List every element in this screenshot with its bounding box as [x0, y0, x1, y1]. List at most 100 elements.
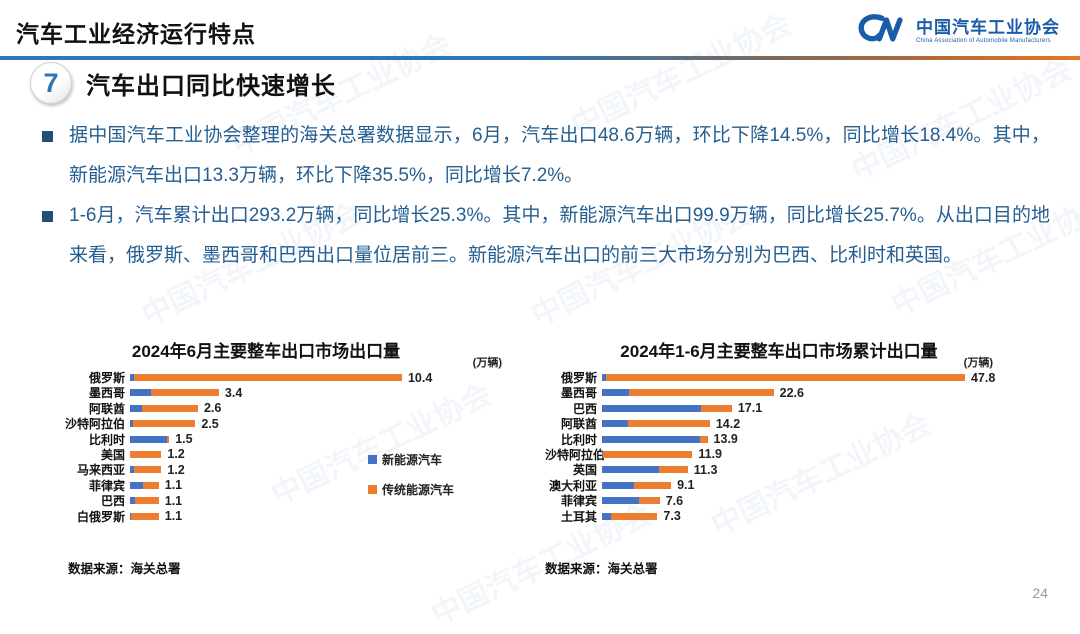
- bar-track: 1.1: [130, 478, 182, 492]
- bar-track: 7.3: [602, 509, 681, 523]
- bar-segment-nev: [130, 404, 142, 412]
- value-label: 11.3: [693, 462, 718, 477]
- category-label: 美国: [100, 447, 125, 462]
- value-label: 22.6: [779, 385, 804, 400]
- value-label: 2.5: [201, 416, 219, 431]
- bar-segment-nev: [602, 512, 612, 520]
- bar-track: 11.3: [602, 463, 717, 477]
- chart-row: 美国 1.2: [60, 447, 472, 462]
- chart-row: 土耳其 7.3: [545, 509, 1013, 524]
- bar-segment-nev: [602, 481, 634, 489]
- chart-row: 俄罗斯 10.4: [60, 371, 472, 386]
- category-label: 阿联酋: [88, 401, 125, 416]
- value-label: 47.8: [970, 370, 996, 385]
- bar-segment-nev: [602, 420, 628, 428]
- bar-track: 10.4: [130, 371, 432, 385]
- category-label: 比利时: [88, 432, 125, 447]
- value-label: 13.9: [713, 432, 738, 447]
- chart-row: 巴西 1.1: [60, 494, 472, 509]
- value-label: 14.2: [715, 416, 741, 431]
- value-label: 11.9: [698, 447, 722, 462]
- category-label: 白俄罗斯: [76, 509, 125, 524]
- value-label: 1.1: [164, 478, 183, 493]
- bar-segment-nev: [130, 389, 151, 397]
- chart-row: 比利时 13.9: [545, 432, 1013, 447]
- value-label: 1.2: [167, 447, 185, 462]
- chart-unit-label: (万辆): [963, 357, 993, 369]
- bar-segment-ice: [602, 450, 693, 458]
- chart-row: 沙特阿拉伯 2.5: [60, 417, 472, 432]
- bar-segment-ice: [141, 404, 198, 412]
- bar-segment-ice: [639, 497, 660, 505]
- nev-swatch-icon: [368, 455, 377, 464]
- chart-row: 俄罗斯 47.8: [545, 371, 1013, 386]
- bar-segment-ice: [135, 497, 159, 505]
- caam-logo-icon: [855, 12, 909, 51]
- header-divider: [0, 56, 1080, 60]
- category-label: 沙特阿拉伯: [545, 447, 606, 462]
- category-label: 俄罗斯: [560, 371, 597, 385]
- chart-row: 菲律宾 1.1: [60, 478, 472, 493]
- bar-segment-ice: [131, 512, 159, 520]
- slide-header: 汽车工业经济运行特点 中国汽车工业协会 China Association of…: [0, 0, 1080, 57]
- category-label: 英国: [572, 463, 597, 478]
- section-heading: 7 汽车出口同比快速增长: [30, 62, 336, 104]
- bar-track: 11.9: [602, 447, 722, 461]
- chart-june-exports: 2024年6月主要整车出口市场出口量 (万辆) 俄罗斯 10.4 墨西哥 3.4 阿联酋…: [60, 333, 502, 583]
- category-label: 巴西: [572, 401, 597, 416]
- category-label: 巴西: [100, 494, 125, 509]
- bar-segment-ice: [700, 404, 732, 412]
- bar-segment-nev: [130, 512, 132, 520]
- bar-segment-nev: [130, 481, 144, 489]
- bar-segment-ice: [628, 389, 774, 397]
- value-label: 1.1: [164, 509, 183, 524]
- chart-row: 马来西亚 1.2: [60, 463, 472, 478]
- bullet-square-icon: [42, 211, 53, 222]
- bullet-square-icon: [42, 131, 53, 142]
- section-number-badge: 7: [30, 62, 72, 104]
- logo-name-en: China Association of Automobile Manufact…: [916, 37, 1051, 44]
- chart-row: 澳大利亚 9.1: [545, 478, 1013, 493]
- bar-track: 1.1: [130, 494, 182, 508]
- bar-segment-ice: [133, 466, 162, 474]
- category-label: 土耳其: [560, 509, 597, 524]
- chart-title: 2024年1-6月主要整车出口市场累计出口量: [620, 342, 938, 361]
- bar-track: 2.6: [130, 401, 221, 415]
- category-label: 阿联酋: [560, 417, 597, 432]
- bar-segment-nev: [602, 374, 606, 381]
- chart-row: 阿联酋 14.2: [545, 417, 1013, 432]
- chart-unit-label: (万辆): [472, 357, 502, 369]
- bar-track: 14.2: [602, 417, 740, 431]
- chart-row: 墨西哥 22.6: [545, 386, 1013, 401]
- bar-segment-ice: [132, 420, 196, 428]
- bar-segment-nev: [602, 450, 603, 458]
- chart-row: 沙特阿拉伯 11.9: [545, 447, 1013, 462]
- bar-track: 1.2: [130, 447, 185, 461]
- category-label: 澳大利亚: [548, 478, 597, 493]
- bar-track: 47.8: [602, 371, 995, 385]
- legend-label: 新能源汽车: [382, 453, 443, 467]
- category-label: 墨西哥: [88, 386, 125, 401]
- bar-segment-nev: [130, 466, 134, 474]
- bar-segment-ice: [166, 435, 170, 443]
- bar-segment-ice: [133, 374, 402, 381]
- bullet-item: 1-6月，汽车累计出口293.2万辆，同比增长25.3%。其中，新能源汽车出口9…: [42, 196, 1050, 276]
- category-label: 俄罗斯: [88, 371, 125, 385]
- bar-segment-ice: [605, 374, 965, 381]
- legend-label: 传统能源汽车: [382, 483, 455, 497]
- bar-segment-nev: [130, 374, 134, 381]
- chart-title: 2024年6月主要整车出口市场出口量: [131, 342, 401, 361]
- bar-track: 17.1: [602, 401, 762, 415]
- chart-row: 比利时 1.5: [60, 432, 472, 447]
- bar-segment-ice: [627, 420, 710, 428]
- value-label: 10.4: [407, 370, 433, 385]
- section-title: 汽车出口同比快速增长: [86, 72, 336, 100]
- value-label: 3.4: [224, 385, 243, 400]
- bullet-text: 1-6月，汽车累计出口293.2万辆，同比增长25.3%。其中，新能源汽车出口9…: [69, 205, 1050, 266]
- caam-logo: 中国汽车工业协会 China Association of Automobile…: [855, 12, 1060, 51]
- bar-segment-nev: [602, 389, 629, 397]
- bar-segment-ice: [611, 512, 658, 520]
- page-number: 24: [1032, 585, 1048, 601]
- chart-row: 白俄罗斯 1.1: [60, 509, 472, 524]
- ice-swatch-icon: [368, 485, 377, 494]
